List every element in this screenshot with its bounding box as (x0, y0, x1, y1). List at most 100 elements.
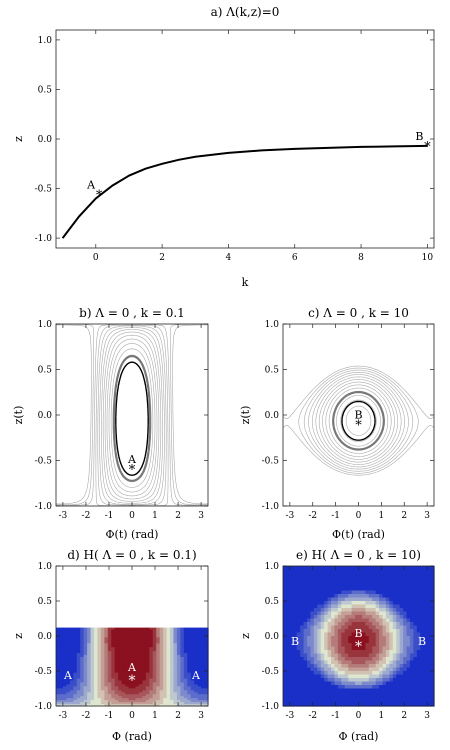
heatmap-cell (331, 622, 336, 627)
heatmap-cell (180, 658, 185, 662)
heatmap-cell (173, 686, 178, 689)
heatmap-cell (375, 664, 380, 669)
heatmap-cell (389, 643, 394, 648)
heatmap-cell (159, 647, 164, 650)
heatmap-cell (396, 664, 401, 669)
x-tick-label: -3 (285, 711, 294, 721)
heatmap-cell (183, 692, 188, 695)
heatmap-cell (289, 688, 294, 693)
heatmap-cell (118, 633, 123, 637)
heatmap-cell (289, 622, 294, 627)
heatmap-cell (201, 641, 206, 644)
heatmap-cell (94, 700, 99, 703)
y-tick-label: 0.5 (265, 597, 280, 607)
heatmap-cell (170, 676, 175, 680)
heatmap-cell (320, 650, 325, 655)
heatmap-cell (293, 587, 298, 592)
heatmap-cell (80, 631, 85, 635)
contour-line (318, 379, 399, 463)
heatmap-cell (107, 647, 112, 650)
heatmap-cell (142, 682, 147, 686)
heatmap-cell (83, 653, 88, 656)
heatmap-cell (331, 702, 336, 707)
heatmap-cell (396, 636, 401, 641)
heatmap-cell (56, 637, 61, 640)
heatmap-cell (310, 681, 315, 686)
heatmap-cell (176, 686, 181, 689)
heatmap-cell (76, 694, 81, 697)
heatmap-cell (187, 694, 192, 697)
heatmap-cell (403, 629, 408, 634)
heatmap-cell (66, 649, 71, 652)
heatmap-cell (59, 647, 64, 650)
heatmap-cell (204, 664, 209, 668)
heatmap-cell (307, 594, 312, 599)
heatmap-cell (90, 678, 95, 682)
heatmap-cell (90, 674, 95, 678)
heatmap-cell (307, 569, 312, 574)
heatmap-cell (145, 672, 150, 676)
heatmap-cell (190, 682, 195, 686)
y-tick-label: 1.0 (265, 320, 280, 330)
heatmap-cell (170, 686, 175, 689)
heatmap-cell (76, 682, 81, 686)
heatmap-cell (427, 569, 432, 574)
heatmap-cell (170, 643, 175, 646)
heatmap-cell (320, 636, 325, 641)
heatmap-cell (97, 688, 102, 691)
y-tick-label: 0.5 (265, 366, 280, 376)
heatmap-cell (111, 704, 116, 707)
heatmap-cell (379, 692, 384, 697)
heatmap-cell (375, 678, 380, 683)
heatmap-cell (90, 645, 95, 648)
heatmap-cell (409, 636, 415, 641)
heatmap-cell (303, 678, 308, 683)
heatmap-cell (351, 695, 356, 700)
heatmap-cell (170, 696, 175, 699)
heatmap-cell (289, 576, 294, 581)
heatmap-cell (128, 678, 133, 682)
heatmap-cell (118, 655, 123, 658)
point-label: A (86, 178, 96, 191)
heatmap-cell (100, 653, 105, 656)
heatmap-cell (76, 649, 81, 652)
heatmap-cell (187, 676, 192, 680)
heatmap-cell (300, 643, 305, 648)
heatmap-cell (145, 674, 150, 678)
heatmap-cell (399, 608, 404, 613)
heatmap-cell (94, 674, 99, 678)
heatmap-cell (149, 690, 154, 693)
heatmap-cell (355, 646, 360, 651)
heatmap-cell (430, 615, 435, 620)
heatmap-cell (283, 597, 288, 602)
heatmap-cell (111, 678, 116, 682)
heatmap-cell (399, 611, 404, 616)
heatmap-cell (296, 674, 301, 679)
heatmap-cell (409, 643, 415, 648)
heatmap-cell (344, 604, 349, 609)
heatmap-cell (76, 664, 81, 668)
heatmap-cell (135, 684, 140, 687)
heatmap-cell (170, 678, 175, 682)
heatmap-cell (351, 646, 356, 651)
heatmap-cell (80, 682, 85, 686)
heatmap-cell (403, 597, 408, 602)
heatmap-cell (176, 660, 181, 664)
heatmap-cell (423, 699, 428, 704)
heatmap-cell (313, 615, 318, 620)
heatmap-cell (159, 702, 164, 705)
heatmap-cell (114, 688, 119, 691)
heatmap-cell (286, 688, 291, 693)
heatmap-cell (420, 573, 425, 578)
heatmap-cell (138, 662, 143, 666)
heatmap-cell (320, 664, 325, 669)
heatmap-cell (392, 653, 397, 658)
heatmap-cell (132, 672, 137, 676)
heatmap-cell (132, 678, 137, 682)
heatmap-cell (183, 702, 188, 705)
heatmap-cell (409, 594, 415, 599)
heatmap-cell (355, 590, 360, 595)
heatmap-cell (111, 660, 116, 664)
heatmap-cell (324, 580, 329, 585)
heatmap-cell (149, 700, 154, 703)
